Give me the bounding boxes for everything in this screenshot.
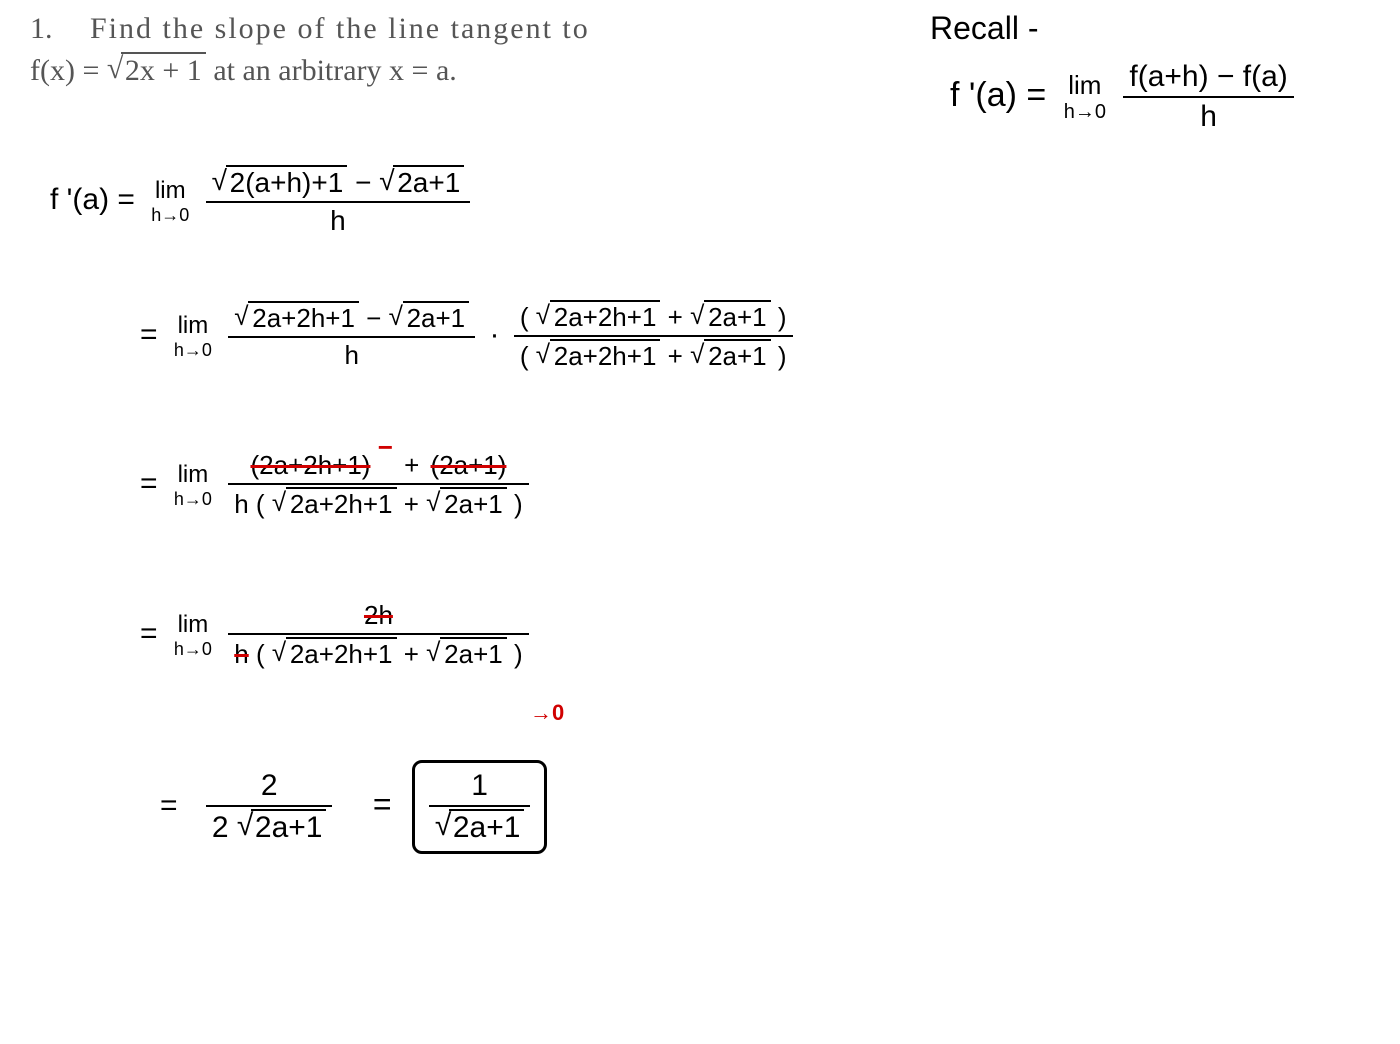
step3-den-plus: + bbox=[404, 489, 426, 519]
step1: f '(a) = lim h→0 2(a+h)+1 − 2a+1 h bbox=[50, 165, 470, 237]
step3: = lim h→0 (2a+2h+1) − + (2a+1) h ( 2a+2h… bbox=[140, 450, 529, 520]
step4-h-to-zero: →0 bbox=[530, 700, 564, 726]
step3-strike2: (2a+1) bbox=[431, 450, 507, 480]
fx-sqrt: 2x + 1 bbox=[107, 52, 206, 88]
step2-conj-den-rad1: 2a+2h+1 bbox=[536, 339, 661, 372]
step4-num-strike: 2h bbox=[364, 600, 393, 630]
step4-den-rad1: 2a+2h+1 bbox=[272, 637, 397, 670]
step1-lim-sub: h→0 bbox=[151, 205, 189, 226]
fx-radicand: 2x + 1 bbox=[121, 52, 206, 88]
step4-den-plus: + bbox=[404, 639, 426, 669]
recall-title: Recall - bbox=[930, 10, 1038, 47]
step3-eq: = bbox=[140, 467, 158, 500]
step2-conj-den-rad2: 2a+1 bbox=[690, 339, 771, 372]
step2-conj-rad1: 2a+2h+1 bbox=[536, 300, 661, 333]
step2-conj-plus: + bbox=[668, 302, 690, 332]
recall-den: h bbox=[1123, 98, 1293, 134]
step2-den: h bbox=[228, 338, 475, 371]
step2-rad1: 2a+2h+1 bbox=[234, 301, 359, 334]
fx-label: f(x) = bbox=[30, 54, 107, 87]
step5-eq2: = bbox=[373, 786, 392, 822]
step4-lim-sub: h→0 bbox=[174, 639, 212, 660]
step3-den-h: h ( bbox=[234, 489, 272, 519]
step1-den: h bbox=[206, 203, 471, 237]
step4-den-rad2: 2a+1 bbox=[426, 637, 507, 670]
step2: = lim h→0 2a+2h+1 − 2a+1 h · ( 2a+2h+1 +… bbox=[140, 300, 793, 372]
recall-num: f(a+h) − f(a) bbox=[1123, 60, 1293, 98]
step4: = lim h→0 2h h ( 2a+2h+1 + 2a+1 ) bbox=[140, 600, 529, 670]
recall-formula: f '(a) = lim h→0 f(a+h) − f(a) h bbox=[950, 60, 1294, 134]
step5-den-two: 2 bbox=[212, 811, 237, 844]
step4-den-open: ( bbox=[256, 639, 272, 669]
step3-red-minus: − bbox=[378, 432, 393, 462]
answer-box: 1 2a+1 bbox=[412, 760, 548, 854]
problem-text-line1: Find the slope of the line tangent to bbox=[90, 12, 590, 46]
step2-conj-rad2: 2a+1 bbox=[690, 300, 771, 333]
step3-strike1: (2a+2h+1) bbox=[250, 450, 370, 480]
problem-fx: f(x) = 2x + 1 at an arbitrary x = a. bbox=[30, 52, 457, 88]
step1-rad2: 2a+1 bbox=[379, 165, 464, 199]
step5-num: 2 bbox=[206, 769, 333, 807]
step1-lim: lim bbox=[151, 177, 189, 205]
step3-den-rad1: 2a+2h+1 bbox=[272, 487, 397, 520]
problem-number: 1. bbox=[30, 12, 53, 46]
step2-rad2: 2a+1 bbox=[389, 301, 470, 334]
recall-lim: lim bbox=[1064, 70, 1106, 101]
step3-lim: lim bbox=[174, 461, 212, 489]
step5-den-rad: 2a+1 bbox=[237, 809, 327, 845]
step4-eq: = bbox=[140, 617, 158, 650]
recall-lhs: f '(a) = bbox=[950, 76, 1046, 114]
step4-den-close: ) bbox=[514, 639, 523, 669]
step2-eq: = bbox=[140, 318, 158, 351]
step1-lhs: f '(a) = bbox=[50, 183, 135, 216]
step4-den-h-strike: h bbox=[234, 639, 248, 669]
answer-num: 1 bbox=[429, 769, 531, 807]
step3-lim-sub: h→0 bbox=[174, 489, 212, 510]
step5-eq1: = bbox=[160, 789, 178, 822]
step1-minus: − bbox=[355, 167, 379, 198]
step3-den-close: ) bbox=[514, 489, 523, 519]
step2-minus: − bbox=[366, 303, 388, 333]
step2-lim: lim bbox=[174, 312, 212, 340]
step3-den-rad2: 2a+1 bbox=[426, 487, 507, 520]
recall-lim-sub: h→0 bbox=[1064, 101, 1106, 124]
step1-rad1: 2(a+h)+1 bbox=[212, 165, 348, 199]
answer-rad: 2a+1 bbox=[435, 809, 525, 845]
step5: = 2 2 2a+1 = 1 2a+1 bbox=[160, 760, 547, 854]
problem-text-line2: at an arbitrary x = a. bbox=[213, 54, 456, 87]
step2-lim-sub: h→0 bbox=[174, 340, 212, 361]
step4-lim: lim bbox=[174, 611, 212, 639]
